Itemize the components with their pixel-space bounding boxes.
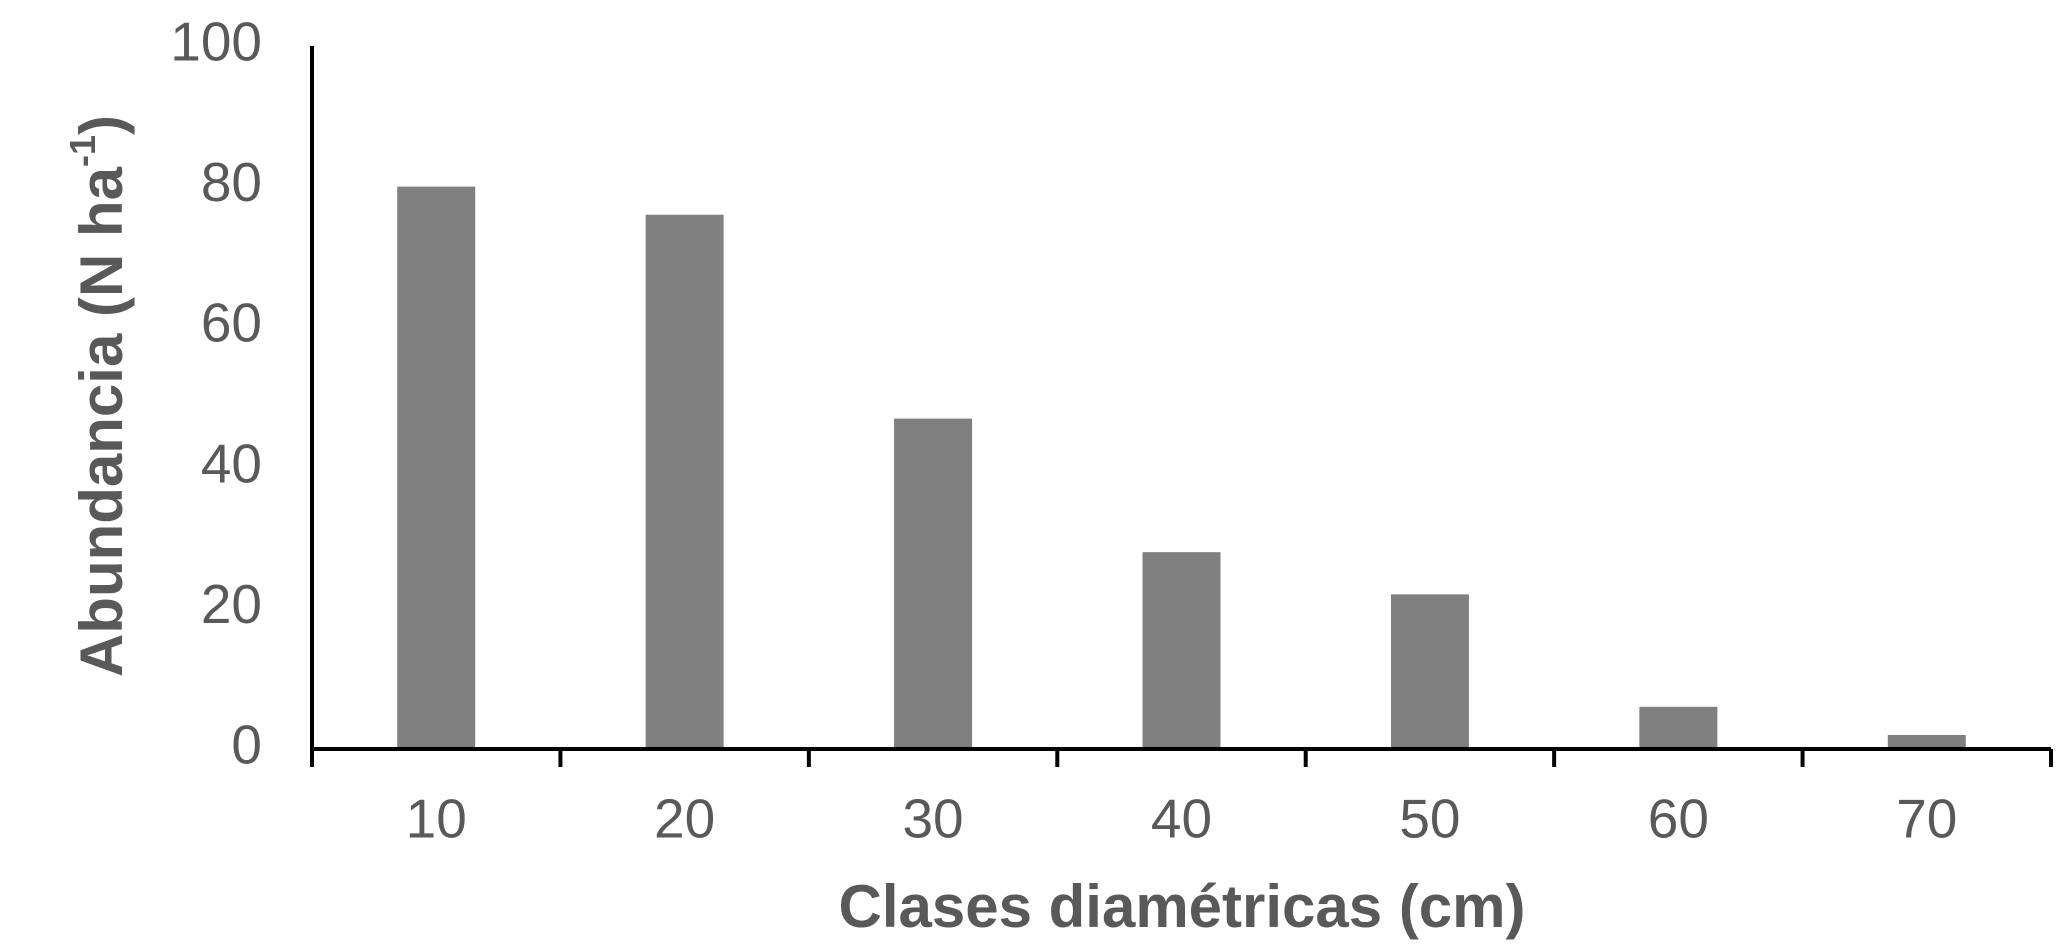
bar	[1639, 706, 1718, 749]
x-tick-label: 10	[406, 788, 467, 850]
y-tick-label: 60	[201, 292, 262, 354]
x-tick-label: 30	[902, 788, 963, 850]
bar	[1887, 734, 1966, 749]
y-axis-title-superscript: -1	[62, 135, 103, 167]
y-tick-label: 100	[170, 11, 262, 73]
x-tick-label: 20	[654, 788, 715, 850]
bar	[397, 186, 476, 750]
y-axis-title-end: )	[68, 115, 135, 135]
bar	[1390, 594, 1469, 749]
x-tick-label: 40	[1151, 788, 1212, 850]
y-axis-title: Abundancia (N ha-1)	[62, 115, 135, 677]
y-tick-label: 80	[201, 151, 262, 213]
y-tick-label: 20	[201, 573, 262, 635]
x-axis-title: Clases diamétricas (cm)	[838, 873, 1525, 940]
bar	[1142, 552, 1221, 749]
y-tick-label: 0	[231, 714, 262, 776]
y-tick-label: 40	[201, 432, 262, 494]
bar	[645, 214, 724, 750]
x-tick-label: 60	[1648, 788, 1709, 850]
x-tick-label: 70	[1896, 788, 1957, 850]
bar	[894, 418, 973, 749]
x-tick-label: 50	[1399, 788, 1460, 850]
y-axis-title-main: Abundancia (N ha	[68, 166, 135, 677]
